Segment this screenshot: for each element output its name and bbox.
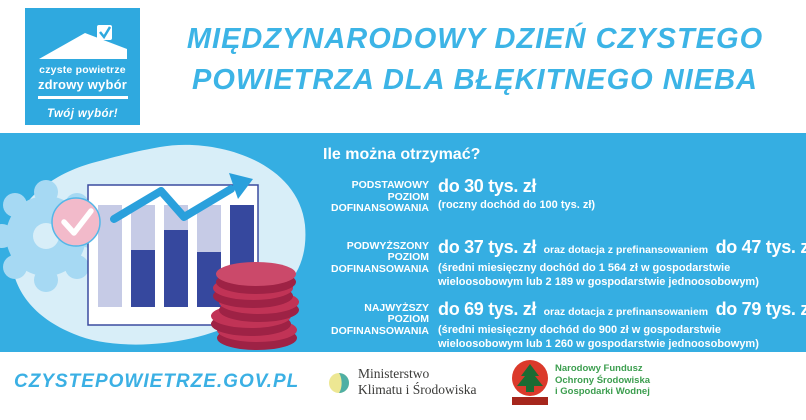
nfos-logo: Narodowy Fundusz Ochrony Środowiska i Go…	[511, 359, 650, 407]
funding-value: do 30 tys. zł (roczny dochód do 100 tys.…	[438, 177, 595, 213]
funding-heading: Ile można otrzymać?	[323, 146, 481, 163]
amount-primary: do 30 tys. zł	[438, 176, 537, 196]
logo-text-line1: czyste powietrze	[39, 64, 126, 76]
funding-level-label: NAJWYŻSZY POZIOM DOFINANSOWANIA	[331, 301, 429, 337]
page-title: MIĘDZYNARODOWY DZIEŃ CZYSTEGO POWIETRZA …	[150, 19, 800, 101]
content-band: Ile można otrzymać? PODSTAWOWY POZIOM DO…	[0, 133, 806, 352]
check-circle-icon	[51, 197, 101, 247]
logo-tagline: Twój wybór!	[46, 107, 119, 120]
amount-primary: do 37 tys. zł	[438, 236, 537, 257]
coin-stack-icon	[211, 262, 299, 350]
funding-row-highest: NAJWYŻSZY POZIOM DOFINANSOWANIA do 69 ty…	[323, 298, 806, 352]
nfos-tree-icon	[512, 360, 548, 405]
funding-info: Ile można otrzymać? PODSTAWOWY POZIOM DO…	[323, 146, 806, 352]
house-check-icon	[38, 25, 127, 59]
funding-row-basic: PODSTAWOWY POZIOM DOFINANSOWANIA do 30 t…	[323, 177, 806, 215]
footer-band: CZYSTEPOWIETRZE.GOV.PL Ministerstwo Klim…	[0, 352, 806, 420]
website-link[interactable]: CZYSTEPOWIETRZE.GOV.PL	[14, 371, 300, 392]
funding-details: (średni miesięczny dochód do 1 564 zł w …	[438, 261, 759, 289]
amount-secondary: do 79 tys. zł	[715, 298, 806, 319]
funding-value: do 37 tys. zł oraz dotacja z prefinansow…	[438, 236, 806, 290]
funding-row-increased: PODWYŻSZONY POZIOM DOFINANSOWANIA do 37 …	[323, 236, 806, 290]
page-title-line2: POWIETRZA DLA BŁĘKITNEGO NIEBA	[192, 64, 758, 96]
funding-details: (roczny dochód do 100 tys. zł)	[438, 199, 596, 211]
amount-connector: oraz dotacja z prefinansowaniem	[543, 243, 709, 256]
page-title-line1: MIĘDZYNARODOWY DZIEŃ CZYSTEGO	[186, 23, 764, 55]
header-band: czyste powietrze zdrowy wybór Twój wybór…	[0, 0, 806, 133]
funding-details: (średni miesięczny dochód do 900 zł w go…	[438, 323, 759, 351]
ministry-name: Ministerstwo Klimatu i Środowiska	[358, 366, 477, 397]
funding-value: do 69 tys. zł oraz dotacja z prefinansow…	[438, 298, 806, 352]
growth-arrow-icon	[110, 173, 253, 223]
amount-connector: oraz dotacja z prefinansowaniem	[543, 305, 709, 318]
amount-secondary: do 47 tys. zł	[715, 236, 806, 257]
logo-text-line2: zdrowy wybór	[37, 77, 128, 92]
nfos-name: Narodowy Fundusz Ochrony Środowiska i Go…	[555, 363, 651, 397]
amount-primary: do 69 tys. zł	[438, 298, 537, 319]
funding-level-label: PODWYŻSZONY POZIOM DOFINANSOWANIA	[331, 239, 429, 275]
finance-chart-illustration	[0, 144, 306, 350]
funding-level-label: PODSTAWOWY POZIOM DOFINANSOWANIA	[331, 179, 429, 214]
logo-underline	[37, 96, 128, 99]
ministry-swirl-icon	[329, 373, 349, 393]
ministry-logo: Ministerstwo Klimatu i Środowiska	[328, 366, 477, 398]
czyste-powietrze-logo: czyste powietrze zdrowy wybór Twój wybór…	[25, 8, 140, 125]
